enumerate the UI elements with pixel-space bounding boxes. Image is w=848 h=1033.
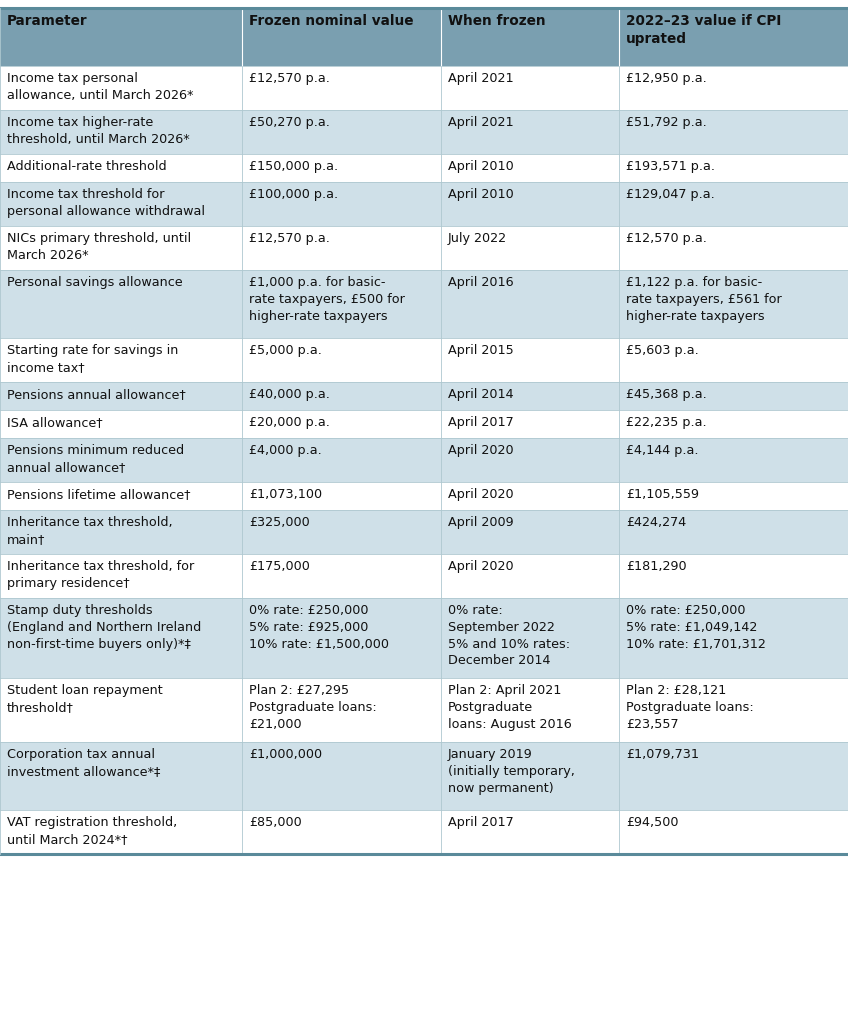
Text: £100,000 p.a.: £100,000 p.a. [249,188,338,201]
Bar [0,482,848,510]
Text: £85,000: £85,000 [249,816,302,829]
Text: 0% rate: £250,000
5% rate: £1,049,142
10% rate: £1,701,312: 0% rate: £250,000 5% rate: £1,049,142 10… [626,604,766,651]
Bar [0,109,848,154]
Text: VAT registration threshold,
until March 2024*†: VAT registration threshold, until March … [7,816,177,846]
Text: Student loan repayment
threshold†: Student loan repayment threshold† [7,684,163,714]
Text: April 2016: April 2016 [448,276,514,289]
Bar [0,226,848,270]
Bar [0,182,848,226]
Text: April 2017: April 2017 [448,416,514,429]
Text: April 2017: April 2017 [448,816,514,829]
Text: £45,368 p.a.: £45,368 p.a. [626,388,706,401]
Text: 0% rate: £250,000
5% rate: £925,000
10% rate: £1,500,000: 0% rate: £250,000 5% rate: £925,000 10% … [249,604,389,651]
Text: £22,235 p.a.: £22,235 p.a. [626,416,706,429]
Text: £150,000 p.a.: £150,000 p.a. [249,160,338,173]
Text: April 2020: April 2020 [448,488,514,501]
Bar [0,510,848,554]
Text: April 2010: April 2010 [448,160,514,173]
Text: Income tax higher-rate
threshold, until March 2026*: Income tax higher-rate threshold, until … [7,116,190,146]
Text: £12,570 p.a.: £12,570 p.a. [249,232,330,245]
Text: Pensions annual allowance†: Pensions annual allowance† [7,388,186,401]
Text: Starting rate for savings in
income tax†: Starting rate for savings in income tax† [7,344,178,374]
Text: £12,570 p.a.: £12,570 p.a. [626,232,707,245]
Bar [0,382,848,410]
Text: Additional-rate threshold: Additional-rate threshold [7,160,166,173]
Text: April 2009: April 2009 [448,516,514,529]
Text: Frozen nominal value: Frozen nominal value [249,14,414,28]
Text: £175,000: £175,000 [249,560,310,573]
Text: Inheritance tax threshold, for
primary residence†: Inheritance tax threshold, for primary r… [7,560,194,590]
Text: £5,603 p.a.: £5,603 p.a. [626,344,699,357]
Text: Plan 2: £27,295
Postgraduate loans:
£21,000: Plan 2: £27,295 Postgraduate loans: £21,… [249,684,377,730]
Bar [0,410,848,438]
Text: £1,122 p.a. for basic-
rate taxpayers, £561 for
higher-rate taxpayers: £1,122 p.a. for basic- rate taxpayers, £… [626,276,782,322]
Bar [0,8,848,66]
Text: £1,000,000: £1,000,000 [249,748,322,761]
Text: £181,290: £181,290 [626,560,687,573]
Bar [0,810,848,854]
Text: £4,000 p.a.: £4,000 p.a. [249,444,321,457]
Text: Income tax personal
allowance, until March 2026*: Income tax personal allowance, until Mar… [7,72,193,102]
Text: January 2019
(initially temporary,
now permanent): January 2019 (initially temporary, now p… [448,748,575,794]
Text: When frozen: When frozen [448,14,545,28]
Bar [0,338,848,382]
Text: £94,500: £94,500 [626,816,678,829]
Text: Inheritance tax threshold,
main†: Inheritance tax threshold, main† [7,516,173,545]
Text: £12,570 p.a.: £12,570 p.a. [249,72,330,85]
Text: £50,270 p.a.: £50,270 p.a. [249,116,330,129]
Text: Pensions lifetime allowance†: Pensions lifetime allowance† [7,488,191,501]
Text: April 2021: April 2021 [448,116,514,129]
Text: July 2022: July 2022 [448,232,507,245]
Text: Plan 2: April 2021
Postgraduate
loans: August 2016: Plan 2: April 2021 Postgraduate loans: A… [448,684,572,730]
Text: April 2020: April 2020 [448,444,514,457]
Text: Corporation tax annual
investment allowance*‡: Corporation tax annual investment allowa… [7,748,160,778]
Text: £1,079,731: £1,079,731 [626,748,699,761]
Text: 2022–23 value if CPI
uprated: 2022–23 value if CPI uprated [626,14,781,45]
Text: Plan 2: £28,121
Postgraduate loans:
£23,557: Plan 2: £28,121 Postgraduate loans: £23,… [626,684,754,730]
Text: April 2021: April 2021 [448,72,514,85]
Bar [0,438,848,482]
Text: £424,274: £424,274 [626,516,686,529]
Bar [0,66,848,109]
Text: £129,047 p.a.: £129,047 p.a. [626,188,715,201]
Text: April 2010: April 2010 [448,188,514,201]
Bar [0,154,848,182]
Text: Income tax threshold for
personal allowance withdrawal: Income tax threshold for personal allowa… [7,188,205,218]
Text: £5,000 p.a.: £5,000 p.a. [249,344,322,357]
Text: NICs primary threshold, until
March 2026*: NICs primary threshold, until March 2026… [7,232,191,261]
Bar [0,742,848,810]
Text: Pensions minimum reduced
annual allowance†: Pensions minimum reduced annual allowanc… [7,444,184,474]
Text: £325,000: £325,000 [249,516,310,529]
Bar [0,678,848,742]
Text: Personal savings allowance: Personal savings allowance [7,276,182,289]
Text: £193,571 p.a.: £193,571 p.a. [626,160,715,173]
Text: £1,000 p.a. for basic-
rate taxpayers, £500 for
higher-rate taxpayers: £1,000 p.a. for basic- rate taxpayers, £… [249,276,404,322]
Text: £12,950 p.a.: £12,950 p.a. [626,72,706,85]
Text: £1,073,100: £1,073,100 [249,488,322,501]
Text: £1,105,559: £1,105,559 [626,488,699,501]
Bar [0,270,848,338]
Bar [0,554,848,598]
Text: £4,144 p.a.: £4,144 p.a. [626,444,699,457]
Text: ISA allowance†: ISA allowance† [7,416,103,429]
Text: Stamp duty thresholds
(England and Northern Ireland
non-first-time buyers only)*: Stamp duty thresholds (England and North… [7,604,201,651]
Text: April 2014: April 2014 [448,388,514,401]
Text: £20,000 p.a.: £20,000 p.a. [249,416,330,429]
Text: April 2015: April 2015 [448,344,514,357]
Text: £51,792 p.a.: £51,792 p.a. [626,116,706,129]
Text: 0% rate:
September 2022
5% and 10% rates:
December 2014: 0% rate: September 2022 5% and 10% rates… [448,604,570,667]
Text: Parameter: Parameter [7,14,87,28]
Bar [0,598,848,678]
Text: £40,000 p.a.: £40,000 p.a. [249,388,330,401]
Text: April 2020: April 2020 [448,560,514,573]
